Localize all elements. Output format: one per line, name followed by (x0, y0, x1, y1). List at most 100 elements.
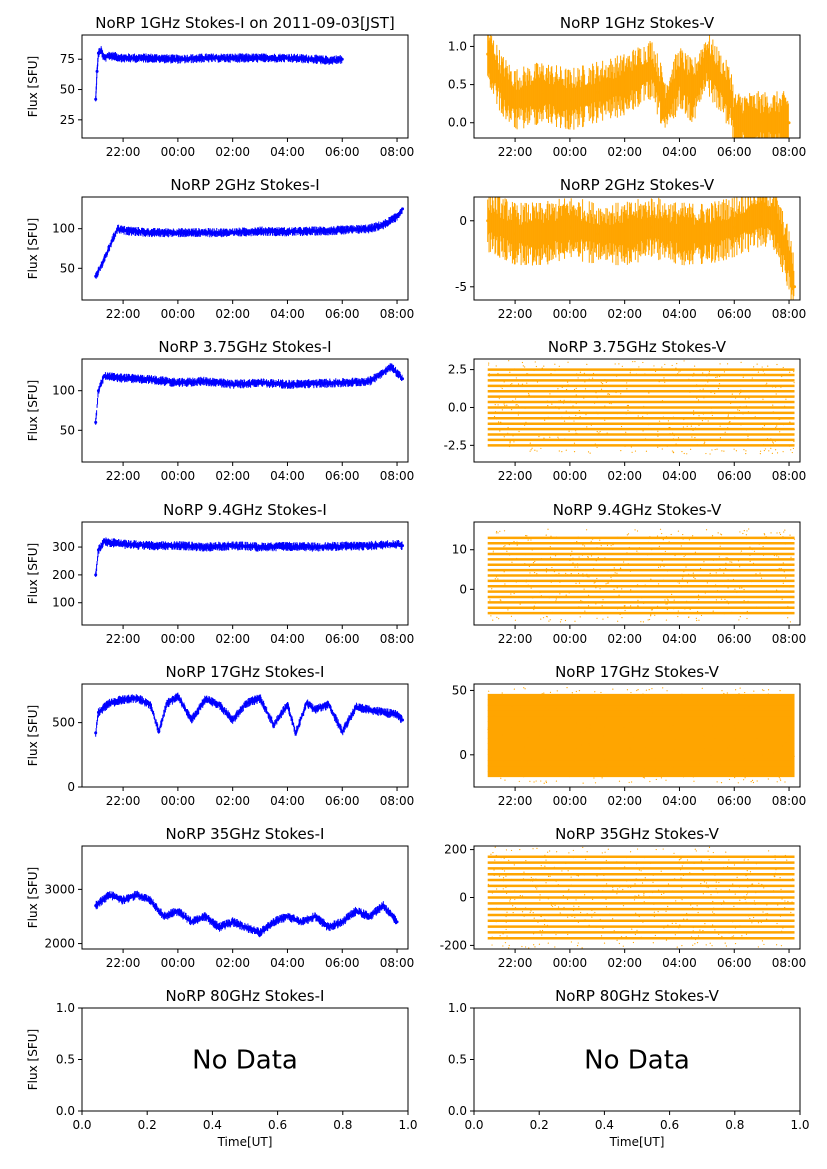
x-tick-label: 0.6 (660, 1118, 679, 1132)
data-point (294, 731, 298, 735)
x-tick-label: 22:00 (498, 632, 533, 646)
x-tick-label: 0.2 (138, 1118, 157, 1132)
axes-frame (81, 196, 409, 301)
x-tick-label: 04:00 (662, 145, 697, 159)
no-data-label: No Data (192, 1046, 298, 1076)
data-point (793, 285, 797, 289)
data-point (401, 377, 405, 381)
x-tick-label: 00:00 (553, 632, 588, 646)
subplot-p7i: NoRP 80GHz Stokes-I Flux [SFU] Time[UT] No … (26, 987, 418, 1149)
data-point (258, 381, 262, 385)
x-tick-label: 00:00 (161, 145, 196, 159)
data-point (148, 544, 152, 548)
x-tick-label: 08:00 (772, 469, 807, 483)
data-layer (487, 360, 795, 455)
data-point (258, 696, 262, 700)
y-tick-label: 50 (60, 423, 75, 437)
x-tick-label: 00:00 (161, 956, 196, 970)
x-tick-label: 0.0 (72, 1118, 91, 1132)
data-point (96, 51, 100, 55)
data-point (327, 58, 331, 62)
axes-frame (473, 358, 801, 463)
x-tick-label: 08:00 (772, 632, 807, 646)
x-tick-label: 00:00 (553, 307, 588, 321)
data-point (190, 920, 194, 924)
data-point (313, 382, 317, 386)
data-point (165, 701, 169, 705)
data-point (96, 389, 100, 393)
subplot-title: NoRP 1GHz Stokes-I on 2011-09-03[JST] (95, 14, 395, 32)
x-tick-label: 04:00 (662, 632, 697, 646)
data-layer (487, 687, 795, 784)
data-point (760, 121, 764, 125)
data-point (231, 920, 235, 924)
x-tick-label: 22:00 (106, 469, 141, 483)
x-tick-label: 08:00 (380, 307, 415, 321)
data-point (340, 920, 344, 924)
axes-frame (473, 521, 801, 626)
data-point (595, 90, 599, 94)
y-tick-label: 0.0 (448, 400, 467, 414)
x-tick-label: 08:00 (772, 307, 807, 321)
subplot-p2v: NoRP 2GHz Stokes-V -5 0 22:00 00:00 02:00 04:0… (455, 176, 806, 321)
data-point (121, 56, 125, 60)
data-point (623, 83, 627, 87)
y-tick-label: 10 (452, 543, 467, 557)
subplot-title: NoRP 80GHz Stokes-V (555, 987, 720, 1005)
data-point (305, 701, 309, 705)
data-point (116, 227, 120, 231)
y-tick-label: 0 (459, 748, 467, 762)
data-point (258, 931, 262, 935)
x-tick-label: 06:00 (325, 469, 360, 483)
x-tick-label: 22:00 (106, 307, 141, 321)
data-point (102, 56, 106, 60)
y-tick-label: 2.5 (448, 363, 467, 377)
data-point (135, 696, 139, 700)
data-point (176, 57, 180, 61)
data-point (540, 90, 544, 94)
data-point (121, 542, 125, 546)
axes-frame (81, 845, 409, 950)
data-point (568, 98, 572, 102)
subplot-title: NoRP 3.75GHz Stokes-I (158, 338, 331, 356)
x-tick-label: 22:00 (106, 145, 141, 159)
x-tick-label: 02:00 (607, 307, 642, 321)
subplot-title: NoRP 3.75GHz Stokes-V (548, 338, 727, 356)
subplot-title: NoRP 9.4GHz Stokes-I (163, 501, 327, 519)
data-point (102, 258, 106, 262)
data-point (231, 382, 235, 386)
data-point (368, 379, 372, 383)
y-tick-label: 0.5 (56, 1053, 75, 1067)
data-point (368, 227, 372, 231)
data-point (203, 56, 207, 60)
data-point (285, 230, 289, 234)
x-tick-label: 04:00 (270, 307, 305, 321)
x-tick-label: 04:00 (270, 145, 305, 159)
x-tick-label: 22:00 (106, 956, 141, 970)
data-point (176, 544, 180, 548)
y-tick-label: -2.5 (444, 438, 467, 452)
y-tick-label: 0 (67, 780, 75, 794)
y-axis-label: Flux [SFU] (26, 543, 40, 604)
subplot-p1i: NoRP 1GHz Stokes-I on 2011-09-03[JST] Flu… (26, 14, 414, 159)
data-point (677, 232, 681, 236)
data-point (340, 57, 344, 61)
data-point (107, 701, 111, 705)
data-point (486, 52, 490, 56)
data-point (395, 542, 399, 546)
data-point (340, 228, 344, 232)
data-point (95, 69, 99, 73)
data-point (381, 904, 385, 908)
data-point (258, 56, 262, 60)
x-tick-label: 0.6 (268, 1118, 287, 1132)
x-tick-label: 06:00 (325, 145, 360, 159)
x-tick-label: 0.8 (725, 1118, 744, 1132)
subplot-p3i: NoRP 3.75GHz Stokes-I Flux [SFU] 50 100 22:0… (26, 338, 414, 483)
y-tick-label: 50 (452, 683, 467, 697)
y-tick-label: 50 (60, 261, 75, 275)
data-point (94, 573, 98, 577)
data-point (231, 718, 235, 722)
x-tick-label: 0.2 (530, 1118, 549, 1132)
x-tick-label: 08:00 (380, 956, 415, 970)
data-point (368, 914, 372, 918)
